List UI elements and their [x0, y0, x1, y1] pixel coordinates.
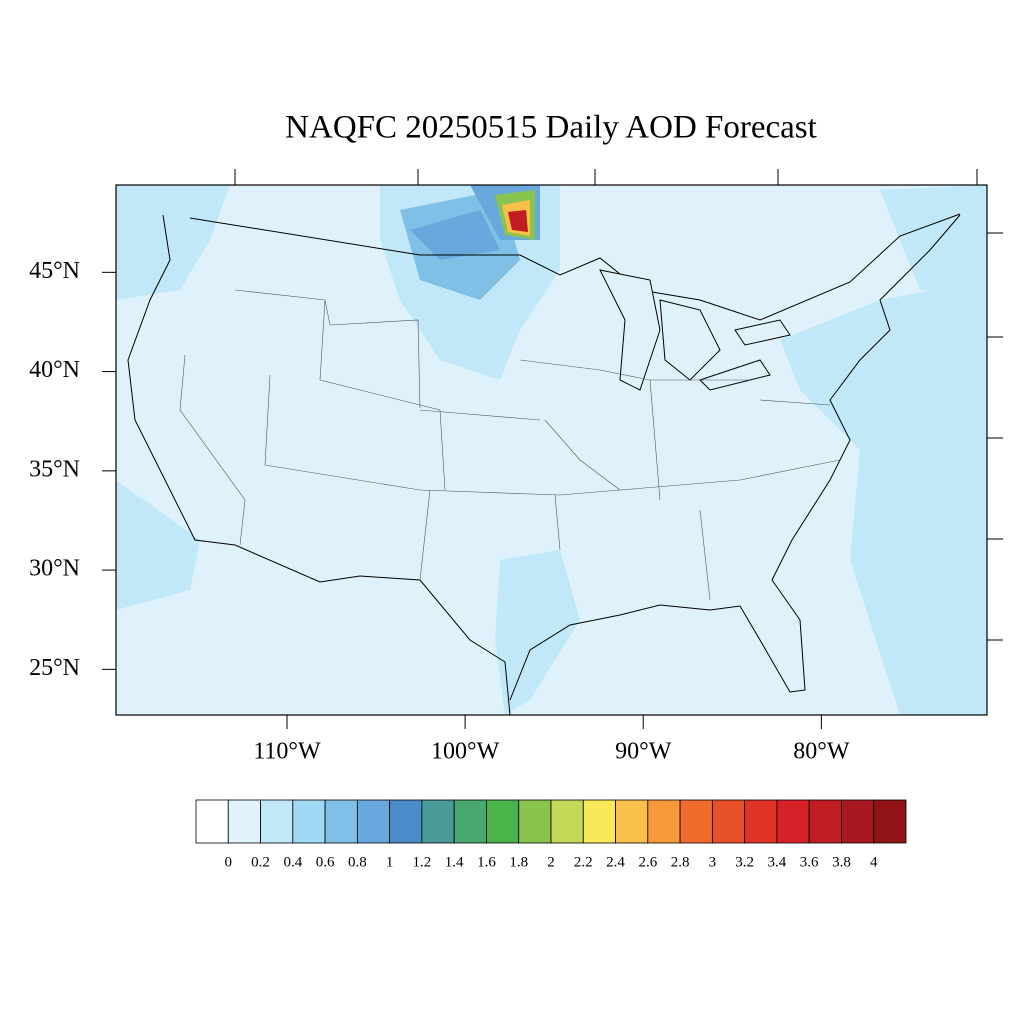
shade — [780, 280, 987, 715]
state-borders — [179, 289, 841, 601]
colorbar-box — [260, 799, 294, 844]
colorbar-label: 0.4 — [283, 854, 302, 870]
lon-tick-label: 100°W — [431, 739, 500, 765]
aod-shading — [116, 185, 987, 715]
colorbar-box — [582, 799, 616, 844]
lon-tick-label: 80°W — [793, 739, 850, 765]
colorbar-box — [873, 799, 907, 844]
colorbar-label: 1.4 — [445, 854, 464, 870]
colorbar-box — [518, 799, 552, 844]
colorbar-box — [808, 799, 842, 844]
frame-ticks — [234, 169, 1003, 641]
colorbar-box — [453, 799, 487, 844]
colorbar-label: 1.8 — [509, 854, 528, 870]
colorbar-label: 3.4 — [768, 854, 787, 870]
colorbar-label: 0.8 — [348, 854, 367, 870]
colorbar-label: 3.8 — [832, 854, 851, 870]
colorbar-box — [356, 799, 391, 844]
colorbar-label: 3.2 — [735, 854, 754, 870]
lat-tick-label: 25°N — [29, 655, 80, 681]
shade — [880, 185, 987, 300]
lat-tick-label: 30°N — [29, 556, 80, 582]
colorbar-label: 4 — [870, 854, 878, 870]
shade — [410, 210, 500, 260]
colorbar-box — [227, 799, 261, 844]
colorbar-box — [615, 799, 649, 844]
lat-tick-label: 45°N — [29, 258, 80, 284]
axes: 45°N 40°N 35°N 30°N 25°N 110°W 100°W 90°W 80°W — [29, 258, 850, 765]
colorbar-label: 2.6 — [638, 854, 657, 870]
great-lakes — [599, 269, 791, 391]
colorbar-label: 3 — [709, 854, 717, 870]
colorbar-label: 2 — [547, 854, 555, 870]
shade — [116, 480, 200, 610]
colorbar-label: 1 — [386, 854, 394, 870]
colorbar-box — [421, 799, 455, 844]
shade — [116, 185, 230, 300]
colorbar-box — [776, 799, 810, 844]
colorbar-box — [389, 799, 423, 844]
colorbar-box — [647, 799, 681, 844]
colorbar-label: 0.6 — [316, 854, 335, 870]
colorbar-label: 1.2 — [413, 854, 432, 870]
colorbar-box — [195, 799, 229, 844]
colorbar-box — [550, 799, 584, 844]
map — [115, 169, 1003, 716]
colorbar-label: 0.2 — [251, 854, 270, 870]
colorbar-label: 1.6 — [477, 854, 496, 870]
colorbar: 0 0.2 0.4 0.6 0.8 1 1.2 1.4 1.6 1.8 2 2.2 2.4 2.6 2.8 3… — [195, 799, 907, 870]
colorbar-label: 0 — [225, 854, 233, 870]
lon-tick-label: 90°W — [615, 739, 672, 765]
colorbar-label: 2.8 — [671, 854, 690, 870]
colorbar-box — [841, 799, 875, 844]
colorbar-label: 2.4 — [606, 854, 625, 870]
title: NAQFC 20250515 Daily AOD Forecast — [285, 110, 817, 146]
shade — [508, 210, 528, 232]
colorbar-label: 3.6 — [800, 854, 819, 870]
colorbar-box — [486, 799, 520, 844]
colorbar-box — [744, 799, 778, 844]
lat-tick-label: 40°N — [29, 357, 80, 383]
colorbar-box — [679, 799, 713, 844]
map-frame — [115, 184, 988, 716]
lat-tick-label: 35°N — [29, 456, 80, 482]
colorbar-box — [711, 799, 746, 844]
colorbar-box — [292, 799, 326, 844]
lon-tick-label: 110°W — [253, 739, 321, 765]
colorbar-label: 2.2 — [574, 854, 593, 870]
shade — [495, 550, 580, 715]
colorbar-box — [324, 799, 358, 844]
